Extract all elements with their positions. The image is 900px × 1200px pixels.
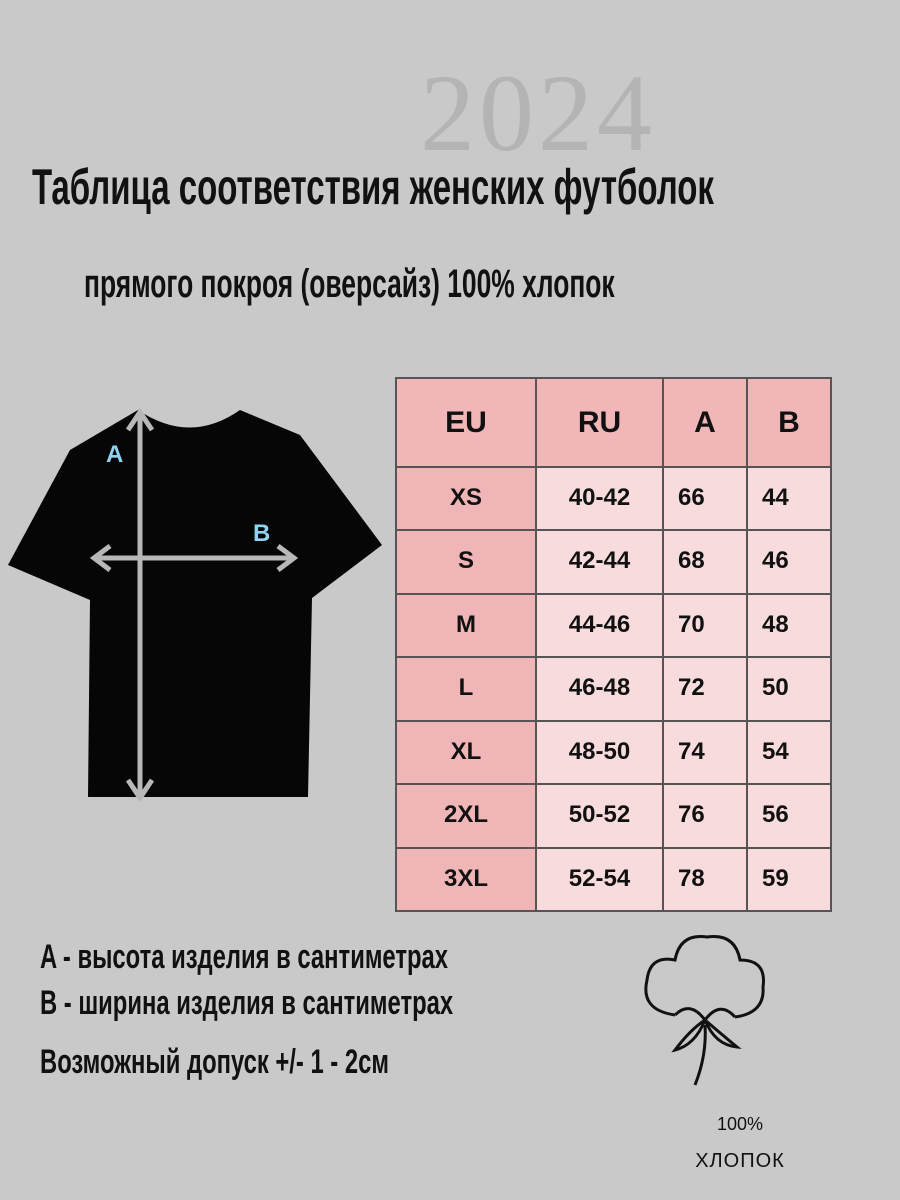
cell-eu: M bbox=[395, 592, 537, 659]
table-row: M 44-46 70 48 bbox=[395, 592, 832, 659]
cell-a: 76 bbox=[662, 783, 748, 849]
cell-eu: XS bbox=[395, 466, 537, 532]
cell-ru: 46-48 bbox=[535, 656, 664, 722]
cell-eu: L bbox=[395, 656, 537, 722]
cell-ru: 44-46 bbox=[535, 592, 664, 659]
badge-material: ХЛОПОК bbox=[695, 1150, 785, 1172]
legend-b: B - ширина изделия в сантиметрах bbox=[40, 984, 454, 1022]
cell-ru: 50-52 bbox=[535, 783, 664, 849]
cell-b: 54 bbox=[746, 719, 832, 786]
label-b: B bbox=[253, 520, 270, 547]
cell-b: 48 bbox=[746, 592, 832, 659]
table-row: 3XL 52-54 78 59 bbox=[395, 846, 832, 913]
cell-b: 56 bbox=[746, 783, 832, 849]
cell-b: 50 bbox=[746, 656, 832, 722]
cell-eu: S bbox=[395, 529, 537, 595]
page-subtitle: прямого покроя (оверсайз) 100% хлопок bbox=[84, 262, 615, 306]
cell-a: 72 bbox=[662, 656, 748, 722]
cell-ru: 40-42 bbox=[535, 466, 664, 532]
cell-b: 44 bbox=[746, 466, 832, 532]
cell-eu: XL bbox=[395, 719, 537, 786]
table-row: XL 48-50 74 54 bbox=[395, 719, 832, 786]
cell-a: 74 bbox=[662, 719, 748, 786]
cell-a: 70 bbox=[662, 592, 748, 659]
table-row: L 46-48 72 50 bbox=[395, 656, 832, 722]
measure-arrows bbox=[89, 407, 299, 803]
tshirt-diagram: A B bbox=[8, 407, 382, 803]
watermark-year: 2024 bbox=[420, 52, 656, 174]
cell-a: 66 bbox=[662, 466, 748, 532]
cell-eu: 3XL bbox=[395, 846, 537, 913]
cell-ru: 52-54 bbox=[535, 846, 664, 913]
table-header-row: EU RU A B bbox=[395, 376, 832, 469]
size-table: EU RU A B XS 40-42 66 44 S 42-44 68 46 M 44-46 70 4… bbox=[395, 376, 832, 913]
header-ru: RU bbox=[535, 376, 664, 469]
tshirt-shape bbox=[8, 410, 382, 797]
cell-ru: 42-44 bbox=[535, 529, 664, 595]
header-eu: EU bbox=[395, 376, 537, 469]
table-row: XS 40-42 66 44 bbox=[395, 466, 832, 532]
cotton-flower-icon bbox=[644, 934, 766, 1086]
cell-b: 46 bbox=[746, 529, 832, 595]
table-row: 2XL 50-52 76 56 bbox=[395, 783, 832, 849]
cell-eu: 2XL bbox=[395, 783, 537, 849]
page-title: Таблица соответствия женских футболок bbox=[32, 159, 714, 215]
cell-b: 59 bbox=[746, 846, 832, 913]
badge-percent: 100% bbox=[716, 1114, 764, 1134]
cell-a: 78 bbox=[662, 846, 748, 913]
label-a: A bbox=[106, 441, 123, 468]
legend-a: A - высота изделия в сантиметрах bbox=[40, 938, 449, 976]
cell-ru: 48-50 bbox=[535, 719, 664, 786]
header-b: B bbox=[746, 376, 832, 469]
cell-a: 68 bbox=[662, 529, 748, 595]
tolerance-note: Возможный допуск +/- 1 - 2см bbox=[40, 1043, 389, 1081]
header-a: A bbox=[662, 376, 748, 469]
table-row: S 42-44 68 46 bbox=[395, 529, 832, 595]
